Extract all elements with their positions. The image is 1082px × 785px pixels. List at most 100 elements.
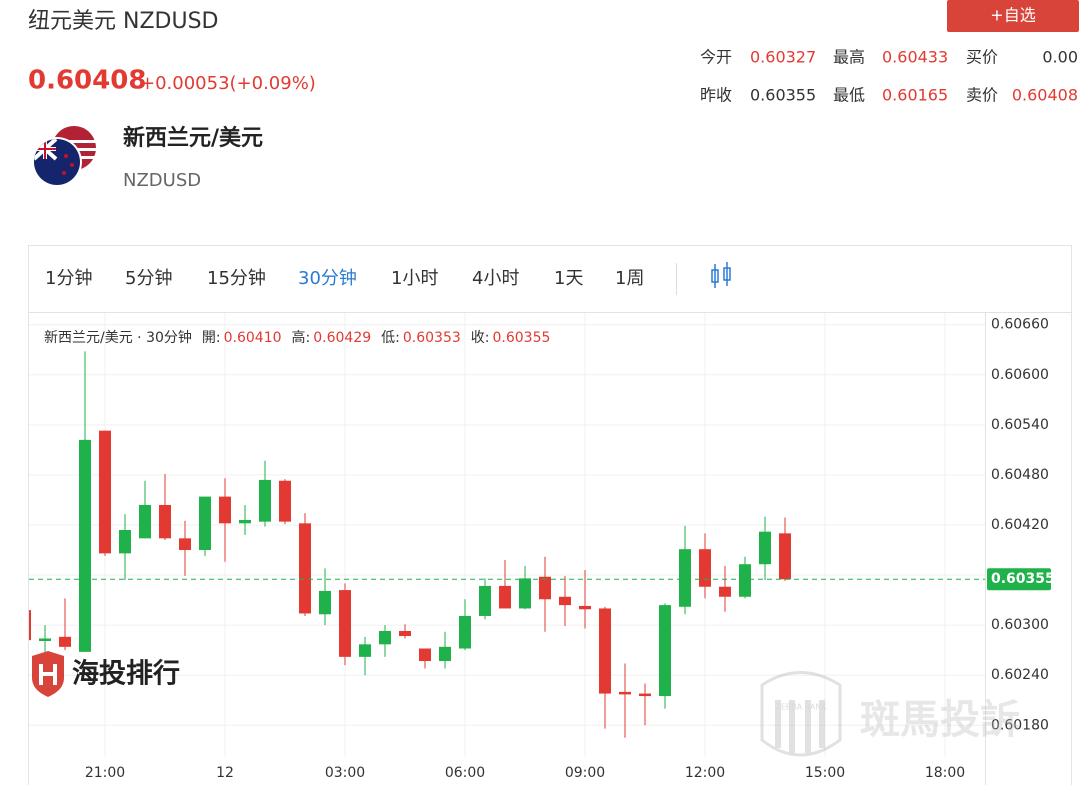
last-price-label: 0.60355 xyxy=(991,571,1055,587)
left-watermark: 海投排行 xyxy=(32,651,180,697)
candle-body xyxy=(399,630,411,636)
candle-body xyxy=(219,496,231,524)
candle-body xyxy=(99,430,111,554)
y-tick-label: 0.60300 xyxy=(991,617,1049,633)
stat-value: 0.00 xyxy=(1042,48,1078,67)
candle-body xyxy=(379,630,391,645)
watchlist-button[interactable] xyxy=(947,0,1079,32)
interval-tab[interactable]: 30分钟 xyxy=(298,268,357,289)
interval-tab[interactable]: 1天 xyxy=(554,268,583,289)
candle-body xyxy=(179,538,191,551)
candle-body xyxy=(599,608,611,694)
stat-label: 买价 xyxy=(966,48,998,67)
right-watermark: ZEBRA RANK 斑馬投訴 xyxy=(760,671,1020,757)
stats: 今开 0.60327 最高 0.60433 买价 0.00 昨收 0.60355 最低 0.601… xyxy=(700,48,1078,105)
candle-body xyxy=(579,605,591,610)
candle-body xyxy=(699,549,711,587)
stat-value: 0.60355 xyxy=(750,86,816,105)
chart-legend: 新西兰元/美元 · 30分钟 開: 0.60410 高: 0.60429 低: 0.6035… xyxy=(44,329,550,346)
x-tick-label: 12 xyxy=(216,765,234,781)
candle-body xyxy=(719,586,731,597)
last-price-tag xyxy=(987,568,1051,591)
instrument-code: NZDUSD xyxy=(123,170,201,191)
candle-body xyxy=(339,590,351,657)
candle-body xyxy=(199,496,211,551)
stat-label: 卖价 xyxy=(966,86,998,105)
interval-tab[interactable]: 1分钟 xyxy=(45,268,92,289)
right-watermark-badge: ZEBRA RANK xyxy=(775,703,827,712)
stat-label: 最低 xyxy=(833,86,865,105)
legend-text: 高: xyxy=(292,329,311,346)
interval-tab[interactable]: 15分钟 xyxy=(207,268,266,289)
candle-body xyxy=(439,646,451,662)
y-tick-label: 0.60600 xyxy=(991,367,1049,383)
candle-body xyxy=(659,605,671,697)
instrument-name: 新西兰元/美元 xyxy=(123,125,263,151)
candle-body xyxy=(739,564,751,597)
candle-body xyxy=(779,533,791,580)
chart-type-icon[interactable] xyxy=(711,262,731,288)
plot-area xyxy=(29,351,791,738)
chart-panel xyxy=(28,245,1072,785)
candle-body xyxy=(679,549,691,607)
candle-body xyxy=(279,480,291,522)
x-tick-label: 03:00 xyxy=(325,765,365,781)
interval-tab[interactable]: 4小时 xyxy=(472,268,519,289)
flag-icon xyxy=(32,126,96,187)
candle-body xyxy=(119,529,131,554)
y-tick-label: 0.60480 xyxy=(991,467,1049,483)
legend-text: 0.60410 xyxy=(224,330,282,346)
stat-label: 今开 xyxy=(700,48,732,67)
candle-body xyxy=(459,615,471,649)
right-watermark-text: 斑馬投訴 xyxy=(860,697,1020,743)
legend-text: 開: xyxy=(202,330,221,346)
candle-body xyxy=(539,576,551,600)
stat-value: 0.60408 xyxy=(1012,86,1078,105)
candle-body xyxy=(39,638,51,641)
watchlist-button-label[interactable]: +自选 xyxy=(990,6,1035,25)
y-tick-label: 0.60180 xyxy=(991,717,1049,733)
stat-value: 0.60433 xyxy=(882,48,948,67)
left-watermark-text: 海投排行 xyxy=(72,658,180,690)
candle-body xyxy=(759,531,771,565)
x-tick-label: 21:00 xyxy=(85,765,125,781)
candle-body xyxy=(79,439,91,652)
candle-body xyxy=(29,610,31,641)
interval-tab[interactable]: 1周 xyxy=(615,268,644,289)
chart: 0.60660 0.60600 0.60540 0.60480 0.60420 0.603… xyxy=(29,313,1055,785)
candle-body xyxy=(299,523,311,614)
interval-tab[interactable]: 5分钟 xyxy=(125,268,172,289)
stat-label: 昨收 xyxy=(700,86,732,105)
y-tick-label: 0.60540 xyxy=(991,417,1049,433)
candle-body xyxy=(419,648,431,662)
x-tick-label: 15:00 xyxy=(805,765,845,781)
candle-body xyxy=(499,585,511,609)
interval-tab[interactable]: 1小时 xyxy=(391,268,438,289)
page-title: 纽元美元 NZDUSD xyxy=(28,9,218,34)
candle-body xyxy=(479,585,491,616)
x-tick-label: 09:00 xyxy=(565,765,605,781)
candle-body xyxy=(159,504,171,539)
candle-body xyxy=(319,590,331,615)
y-tick-label: 0.60420 xyxy=(991,517,1049,533)
stat-value: 0.60165 xyxy=(882,86,948,105)
x-tick-label: 12:00 xyxy=(685,765,725,781)
price-change: +0.00053(+0.09%) xyxy=(140,73,316,94)
legend-text: 新西兰元/美元 · 30分钟 xyxy=(44,329,192,346)
candle-body xyxy=(139,504,151,539)
candle-body xyxy=(619,691,631,695)
candle-body xyxy=(239,519,251,524)
toolbar: 1分钟 5分钟 15分钟 30分钟 1小时 4小时 1天 1周 xyxy=(45,268,644,289)
y-tick-label: 0.60660 xyxy=(991,317,1049,333)
legend-text: 收: xyxy=(471,330,490,346)
legend-text: 0.60353 xyxy=(403,330,461,346)
candle-body xyxy=(559,596,571,606)
candle-body xyxy=(519,578,531,609)
legend-text: 低: xyxy=(381,330,400,346)
x-tick-label: 18:00 xyxy=(925,765,965,781)
legend-text: 0.60429 xyxy=(313,330,371,346)
candle-body xyxy=(59,636,71,647)
stat-value: 0.60327 xyxy=(750,48,816,67)
